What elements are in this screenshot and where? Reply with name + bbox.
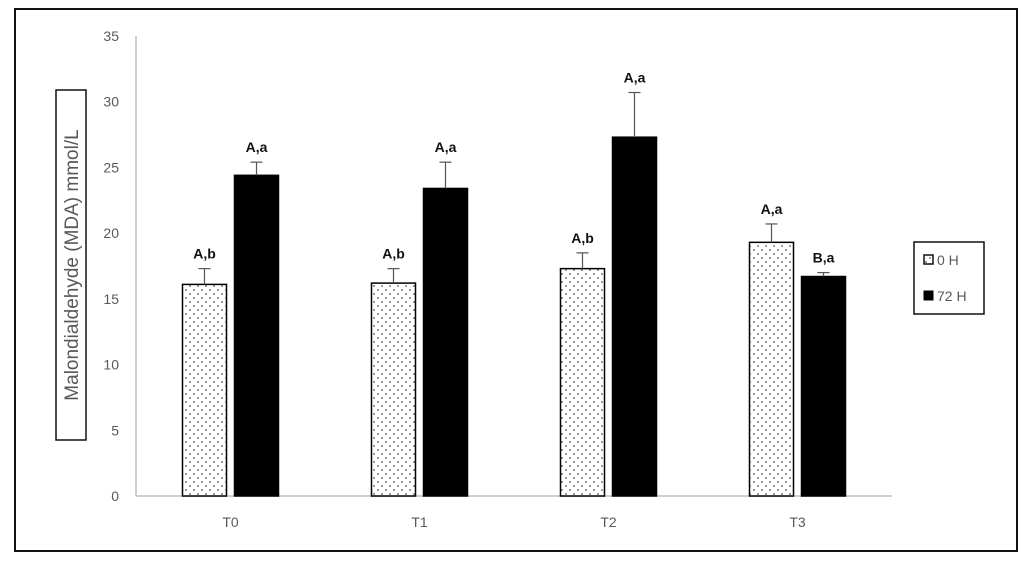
significance-label: B,a (813, 250, 835, 266)
y-axis-label: Malondialdehyde (MDA) mmol/L (62, 129, 83, 400)
y-tick-label: 0 (111, 488, 119, 504)
bar-0h (748, 241, 795, 497)
chart-frame (14, 8, 1018, 552)
legend-box (913, 241, 985, 315)
bar-72h (422, 187, 469, 497)
y-tick-label: 30 (103, 94, 119, 110)
legend-swatch-72h (923, 290, 934, 301)
y-tick-label: 35 (103, 28, 119, 44)
y-tick-label: 25 (103, 159, 119, 175)
bar-0h (559, 267, 606, 497)
y-tick-label: 15 (103, 291, 119, 307)
legend: 0 H 72 H (913, 241, 985, 315)
significance-label: A,a (246, 139, 268, 155)
significance-label: A,b (193, 246, 216, 262)
y-tick-label: 5 (111, 422, 119, 438)
significance-label: A,a (761, 201, 783, 217)
x-tick-label: T0 (222, 514, 239, 530)
legend-label-72h: 72 H (937, 288, 967, 304)
significance-label: A,a (624, 70, 646, 86)
bar-72h (611, 136, 658, 497)
x-tick-label: T2 (600, 514, 617, 530)
bar-72h (233, 174, 280, 497)
y-tick-label: 10 (103, 357, 119, 373)
significance-label: A,a (435, 139, 457, 155)
y-tick-label: 20 (103, 225, 119, 241)
x-tick-label: T1 (411, 514, 428, 530)
significance-label: A,b (571, 230, 594, 246)
legend-label-0h: 0 H (937, 252, 959, 268)
legend-swatch-0h (923, 254, 934, 265)
x-tick-label: T3 (789, 514, 806, 530)
bar-0h (181, 283, 228, 497)
bar-72h (800, 275, 847, 497)
bar-0h (370, 282, 417, 497)
ylabel-box (55, 89, 87, 441)
significance-label: A,b (382, 246, 405, 262)
